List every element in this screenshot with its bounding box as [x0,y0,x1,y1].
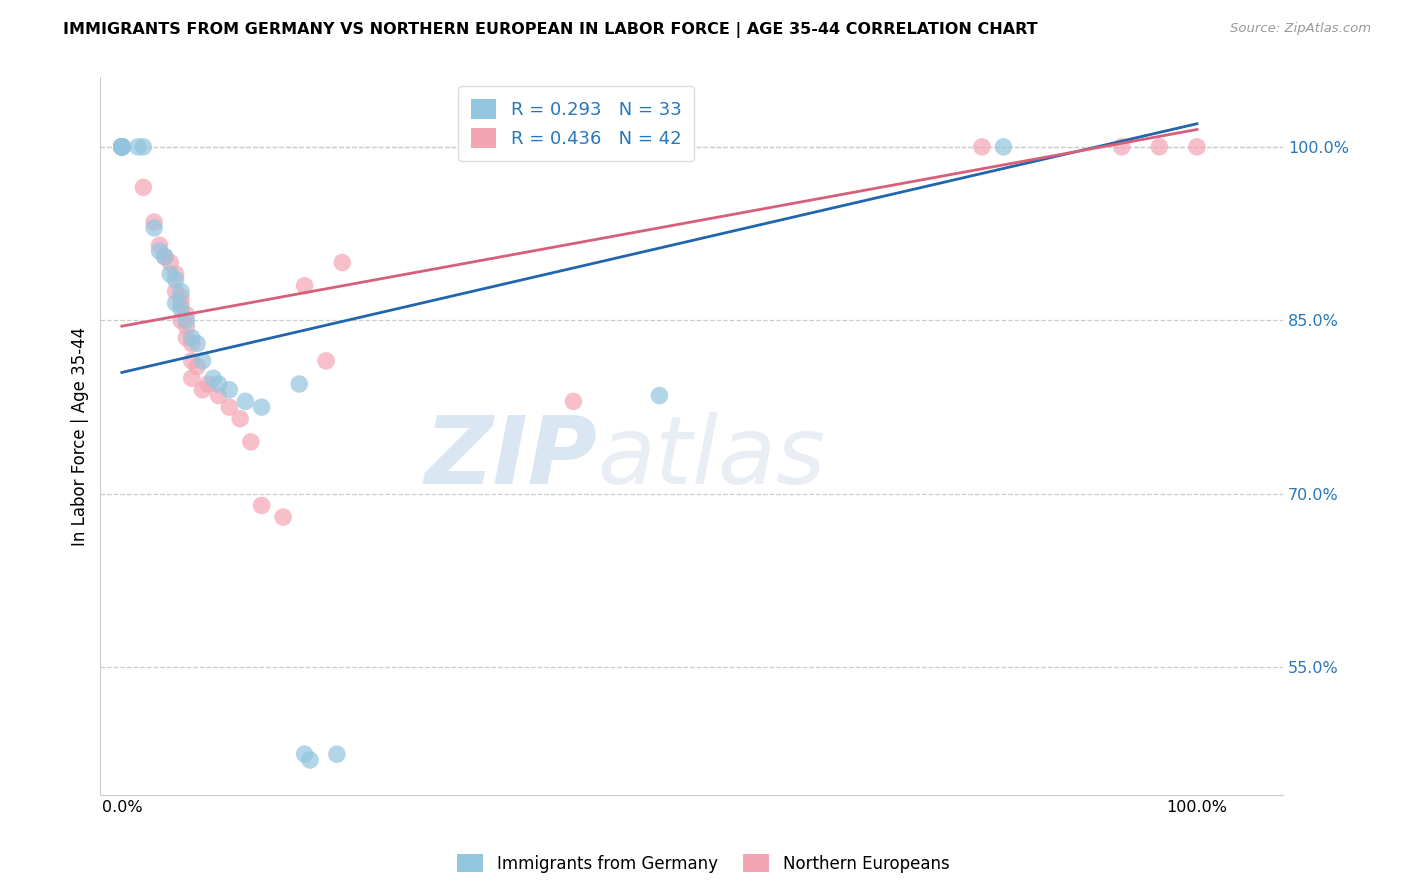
Point [111,140,134,154]
Point [477,140,499,154]
Point [1111,140,1133,154]
Point [562,394,585,409]
Point [229,411,252,425]
Point [648,388,671,402]
Point [159,267,181,281]
Point [202,371,225,385]
Point [180,371,202,385]
Point [218,400,240,414]
Point [143,220,166,235]
Point [170,290,193,304]
Y-axis label: In Labor Force | Age 35-44: In Labor Force | Age 35-44 [72,326,89,546]
Point [148,244,170,258]
Point [176,319,198,334]
Point [170,301,193,316]
Point [111,140,134,154]
Point [298,753,321,767]
Point [180,331,202,345]
Point [271,510,294,524]
Point [143,215,166,229]
Point [111,140,134,154]
Point [250,400,273,414]
Point [111,140,134,154]
Point [111,140,134,154]
Point [207,388,229,402]
Point [111,140,134,154]
Point [170,296,193,310]
Point [111,140,134,154]
Point [127,140,149,154]
Point [191,354,214,368]
Point [176,308,198,322]
Point [186,336,208,351]
Legend: Immigrants from Germany, Northern Europeans: Immigrants from Germany, Northern Europe… [450,847,956,880]
Legend: R = 0.293   N = 33, R = 0.436   N = 42: R = 0.293 N = 33, R = 0.436 N = 42 [458,87,695,161]
Point [294,278,316,293]
Point [111,140,134,154]
Point [165,285,187,299]
Point [235,394,257,409]
Point [170,313,193,327]
Point [153,250,176,264]
Point [111,140,134,154]
Point [111,140,134,154]
Point [153,250,176,264]
Point [294,747,316,762]
Text: Source: ZipAtlas.com: Source: ZipAtlas.com [1230,22,1371,36]
Point [165,296,187,310]
Point [191,383,214,397]
Point [326,747,349,762]
Point [111,140,134,154]
Point [315,354,337,368]
Point [197,377,219,392]
Point [250,499,273,513]
Point [111,140,134,154]
Point [176,313,198,327]
Point [159,255,181,269]
Point [1185,140,1208,154]
Point [207,377,229,392]
Point [1149,140,1171,154]
Point [111,140,134,154]
Point [111,140,134,154]
Point [111,140,134,154]
Point [330,255,353,269]
Text: atlas: atlas [598,412,825,503]
Point [132,180,155,194]
Point [165,267,187,281]
Point [970,140,993,154]
Point [239,434,262,449]
Point [132,140,155,154]
Point [993,140,1015,154]
Point [165,273,187,287]
Point [148,238,170,252]
Text: IMMIGRANTS FROM GERMANY VS NORTHERN EUROPEAN IN LABOR FORCE | AGE 35-44 CORRELAT: IMMIGRANTS FROM GERMANY VS NORTHERN EURO… [63,22,1038,38]
Point [170,285,193,299]
Point [180,354,202,368]
Point [180,336,202,351]
Point [288,377,311,392]
Point [218,383,240,397]
Point [186,359,208,374]
Point [176,331,198,345]
Point [111,140,134,154]
Text: ZIP: ZIP [425,411,598,504]
